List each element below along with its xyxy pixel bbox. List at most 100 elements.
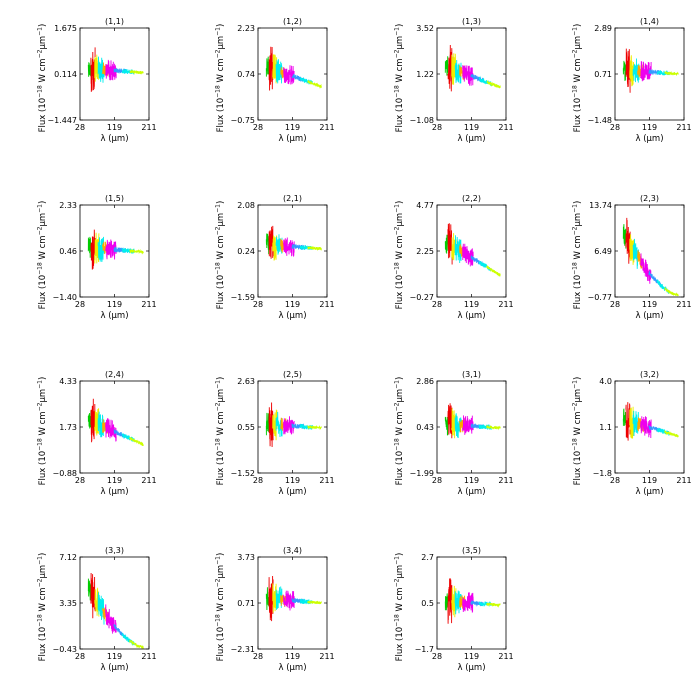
y-axis-label-part: ) bbox=[395, 377, 405, 380]
x-tick-label: 28 bbox=[75, 652, 85, 661]
panel-2-2: (2,1) −1.59 0.24 2.08 28 119 211 λ (μm) Flux (10… bbox=[215, 194, 335, 321]
y-axis-label-part: W cm bbox=[395, 58, 405, 85]
y-tick-label: −1.447 bbox=[47, 116, 77, 125]
y-axis-label-part: −2 bbox=[394, 402, 401, 411]
series-lime-8 bbox=[664, 70, 679, 76]
y-axis-label-part: W cm bbox=[216, 235, 226, 262]
x-tick-label: 211 bbox=[676, 476, 691, 485]
y-axis-label-part: μm bbox=[216, 213, 226, 227]
panel-title: (1,3) bbox=[462, 17, 481, 26]
y-axis-label-part: −2 bbox=[572, 49, 579, 58]
panel-title: (1,4) bbox=[640, 17, 659, 26]
y-axis-label-part: W cm bbox=[38, 235, 48, 262]
series-yellow-2 bbox=[272, 54, 278, 84]
x-tick-label: 211 bbox=[141, 300, 156, 309]
y-axis-label-part: ) bbox=[573, 24, 583, 27]
x-tick-label: 211 bbox=[319, 123, 334, 132]
series-magenta-5 bbox=[462, 65, 474, 86]
y-axis-label-part: μm bbox=[395, 213, 405, 227]
y-axis-label-part: W cm bbox=[38, 411, 48, 438]
series-magenta-5 bbox=[462, 592, 474, 613]
x-tick-label: 119 bbox=[107, 123, 122, 132]
x-tick-label: 28 bbox=[253, 123, 263, 132]
y-axis-label-part: −18 bbox=[37, 614, 44, 627]
y-axis-label-part: μm bbox=[38, 389, 48, 403]
x-axis-label: λ (μm) bbox=[100, 663, 128, 673]
y-axis-label-part: μm bbox=[395, 565, 405, 579]
y-tick-label: 0.43 bbox=[416, 423, 434, 432]
y-tick-label: 2.23 bbox=[237, 24, 255, 33]
y-axis-label-part: W cm bbox=[216, 58, 226, 85]
y-axis-label-part: ) bbox=[395, 24, 405, 27]
series-green-0 bbox=[265, 412, 270, 436]
x-tick-label: 28 bbox=[75, 300, 85, 309]
panel-3-3: (3,1) −1.99 0.43 2.86 28 119 211 λ (μm) Flux (10… bbox=[394, 370, 514, 497]
x-axis-label: λ (μm) bbox=[635, 487, 663, 497]
y-tick-label: 3.35 bbox=[59, 599, 77, 608]
y-axis-label-part: −1 bbox=[215, 204, 222, 213]
x-axis-label: λ (μm) bbox=[100, 311, 128, 321]
series-yellow-2 bbox=[272, 235, 278, 261]
series-red-1 bbox=[268, 225, 274, 259]
y-axis-label: Flux (10−18 W cm−2μm−1) bbox=[37, 377, 49, 486]
series-lime-8 bbox=[486, 265, 501, 277]
y-axis-label-part: ) bbox=[573, 377, 583, 380]
series-cyan-7 bbox=[478, 260, 492, 271]
spectrum-lines bbox=[87, 572, 144, 649]
series-lime-8 bbox=[307, 424, 322, 430]
x-tick-label: 211 bbox=[498, 300, 513, 309]
y-axis-label-part: −18 bbox=[37, 85, 44, 98]
x-tick-label: 28 bbox=[610, 123, 620, 132]
panel-2-4: (2,3) −0.77 6.49 13.74 28 119 211 λ (μm) Flux (1… bbox=[572, 194, 692, 321]
panel-1-3: (1,3) −1.08 1.22 3.52 28 119 211 λ (μm) Flux (10… bbox=[394, 17, 514, 144]
panel-4-3: (3,5) −1.7 0.5 2.7 28 119 211 λ (μm) Flux (10−18… bbox=[394, 546, 514, 673]
panel-3-1: (2,4) −0.88 1.73 4.33 28 119 211 λ (μm) Flux (10… bbox=[37, 370, 157, 497]
y-tick-label: 0.55 bbox=[237, 423, 255, 432]
y-axis-label-part: Flux (10 bbox=[38, 451, 48, 486]
series-red-1 bbox=[625, 48, 631, 93]
panel-title: (3,5) bbox=[462, 546, 481, 555]
series-red-1 bbox=[447, 223, 453, 265]
y-axis-label-part: −2 bbox=[37, 49, 44, 58]
panel-title: (2,3) bbox=[640, 194, 659, 203]
spectrum-lines bbox=[87, 229, 144, 270]
series-green-0 bbox=[87, 60, 92, 77]
y-tick-label: 0.71 bbox=[594, 70, 612, 79]
series-magenta-5 bbox=[640, 253, 652, 284]
series-green-0 bbox=[444, 56, 449, 76]
x-axis-label: λ (μm) bbox=[278, 487, 306, 497]
series-yellow-2 bbox=[629, 55, 635, 87]
y-axis-label-part: ) bbox=[38, 377, 48, 380]
series-green-0 bbox=[622, 408, 627, 426]
y-tick-label: −1.99 bbox=[409, 469, 434, 478]
spectrum-lines bbox=[444, 223, 501, 277]
x-tick-label: 28 bbox=[75, 123, 85, 132]
x-tick-label: 28 bbox=[432, 300, 442, 309]
y-axis-label-part: −2 bbox=[215, 402, 222, 411]
x-tick-label: 211 bbox=[319, 300, 334, 309]
spectrum-lines bbox=[622, 402, 679, 441]
spectrum-lines bbox=[87, 47, 144, 92]
y-axis-label-part: −2 bbox=[394, 578, 401, 587]
y-axis-label-part: −18 bbox=[37, 262, 44, 275]
series-lime-8 bbox=[307, 245, 322, 252]
panel-title: (3,1) bbox=[462, 370, 481, 379]
series-cyan-7 bbox=[299, 423, 313, 431]
y-axis-label-part: W cm bbox=[216, 411, 226, 438]
spectrum-lines bbox=[444, 44, 501, 92]
panel-4-1: (3,3) −0.43 3.35 7.12 28 119 211 λ (μm) Flux (10… bbox=[37, 546, 157, 673]
y-tick-label: 7.12 bbox=[59, 553, 77, 562]
y-axis-label-part: −18 bbox=[215, 262, 222, 275]
series-cyan-7 bbox=[478, 424, 492, 430]
y-tick-label: 2.7 bbox=[421, 553, 434, 562]
panel-4-2: (3,4) −2.31 0.71 3.73 28 119 211 λ (μm) Flux (10… bbox=[215, 546, 335, 673]
x-tick-label: 119 bbox=[107, 476, 122, 485]
series-lime-8 bbox=[129, 639, 144, 649]
x-axis-label: λ (μm) bbox=[457, 134, 485, 144]
y-axis-label-part: ) bbox=[38, 201, 48, 204]
series-cyan-7 bbox=[121, 68, 135, 75]
y-axis-label-part: −1 bbox=[37, 204, 44, 213]
y-axis-label: Flux (10−18 W cm−2μm−1) bbox=[394, 24, 406, 133]
plot-frame bbox=[79, 556, 150, 650]
y-axis-label-part: ) bbox=[38, 24, 48, 27]
